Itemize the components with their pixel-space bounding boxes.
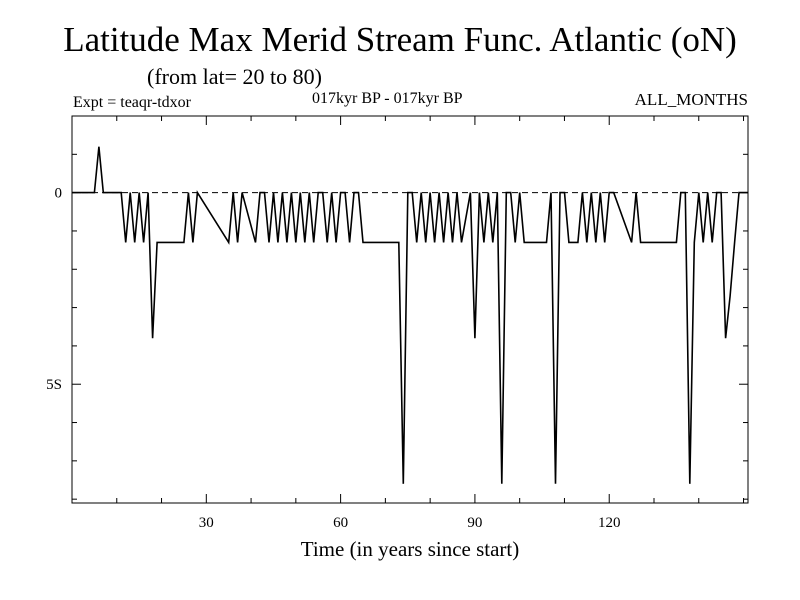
months-label: ALL_MONTHS <box>634 90 748 109</box>
x-tick-label: 120 <box>598 515 621 531</box>
chart-subtitle: (from lat= 20 to 80) <box>147 64 322 89</box>
plot-frame <box>71 115 749 504</box>
x-tick-label: 30 <box>199 515 214 531</box>
x-tick-label: 60 <box>333 515 348 531</box>
period-label: 017kyr BP - 017kyr BP <box>312 90 463 107</box>
series-line-0 <box>72 146 748 484</box>
y-tick-label: 5S <box>46 377 62 393</box>
x-tick-label: 90 <box>467 515 482 531</box>
experiment-label: Expt = teaqr-tdxor <box>73 94 191 111</box>
chart-title: Latitude Max Merid Stream Func. Atlantic… <box>63 20 737 59</box>
x-axis-label: Time (in years since start) <box>300 537 520 561</box>
y-tick-label: 0 <box>55 186 63 202</box>
